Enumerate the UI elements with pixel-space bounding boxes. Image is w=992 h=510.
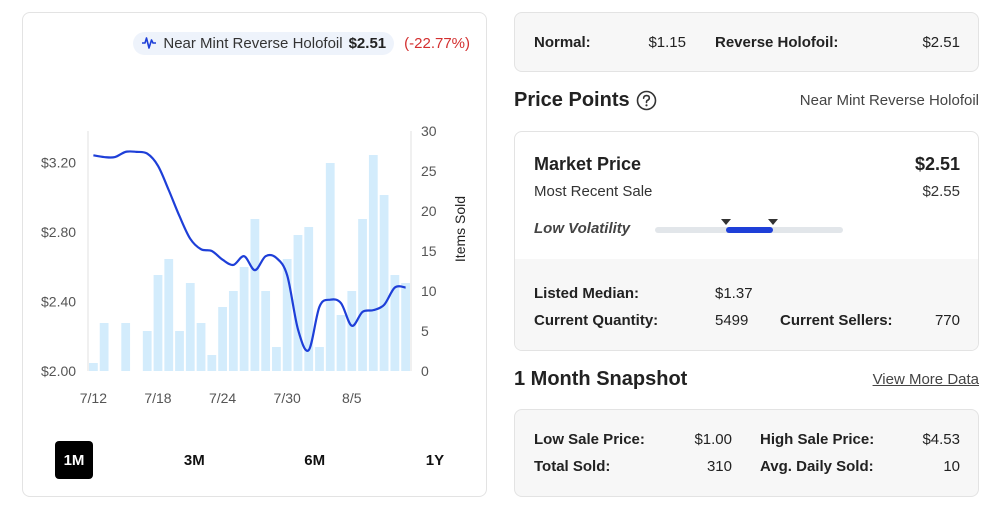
items-sold-bar: [89, 363, 98, 371]
legend-change: (-22.77%): [404, 34, 470, 52]
volatility-marker-high: [768, 219, 779, 225]
current-sellers-value: 770: [934, 312, 960, 329]
current-sellers-label: Current Sellers:: [780, 312, 893, 329]
normal-price-value: $1.15: [648, 34, 686, 51]
items-sold-bar: [239, 267, 249, 371]
volatility-label: Low Volatility: [534, 220, 631, 237]
printing-prices-card: Normal: $1.15 Reverse Holofoil: $2.51: [514, 12, 979, 72]
items-sold-bar: [121, 323, 131, 371]
recent-sale-label: Most Recent Sale: [534, 183, 653, 200]
y-right-tick-label: 20: [421, 203, 437, 219]
snapshot-title: 1 Month Snapshot: [514, 368, 688, 390]
range-1m-button[interactable]: 1M: [55, 441, 93, 479]
items-sold-bar: [261, 291, 271, 371]
price-points-condition: Near Mint Reverse Holofoil: [799, 92, 979, 109]
items-sold-bar: [293, 235, 303, 371]
high-sale-price-label: High Sale Price:: [760, 431, 875, 448]
items-sold-bar: [390, 275, 400, 371]
items-sold-bar: [218, 307, 227, 371]
items-sold-bar: [325, 163, 335, 371]
y-right-axis-label: Items Sold: [452, 196, 468, 262]
question-circle-icon[interactable]: [636, 90, 657, 111]
items-sold-bar: [185, 283, 195, 371]
total-sold-value: 310: [706, 458, 732, 475]
chart-legend: Near Mint Reverse Holofoil $2.51 (-22.77…: [133, 30, 470, 56]
listed-median-label: Listed Median:: [534, 285, 640, 302]
y-left-tick-label: $2.40: [41, 293, 76, 309]
y-right-tick-label: 0: [421, 363, 429, 379]
items-sold-bar: [347, 291, 357, 371]
items-sold-bar: [250, 219, 260, 371]
price-history-chart: $3.20 $2.80 $2.40 $2.00 30 25 20 15 10 5 0 Items So…: [41, 123, 468, 406]
price-points-title: Price Points: [514, 89, 630, 111]
range-1y-button[interactable]: 1Y: [425, 451, 445, 469]
x-tick-label: 7/24: [209, 390, 236, 406]
recent-sale-value: $2.55: [922, 183, 960, 200]
items-sold-bar: [153, 275, 163, 371]
items-sold-bar: [282, 259, 292, 371]
reverse-price-label: Reverse Holofoil:: [715, 34, 839, 51]
items-sold-bar: [358, 219, 367, 371]
range-3m-button[interactable]: 3M: [183, 451, 205, 469]
reverse-price-value: $2.51: [922, 34, 960, 51]
normal-price-label: Normal:: [534, 34, 591, 51]
line-chart-icon: [142, 37, 157, 49]
items-sold-bar: [304, 227, 314, 371]
x-tick-label: 7/18: [144, 390, 171, 406]
items-sold-bar: [368, 155, 378, 371]
x-tick-label: 7/30: [274, 390, 301, 406]
volatility-meter-fill: [726, 227, 774, 233]
items-sold-bar: [207, 355, 217, 371]
avg-daily-sold-value: 10: [943, 458, 960, 475]
y-left-tick-label: $2.80: [41, 224, 76, 240]
items-sold-bar: [142, 331, 152, 371]
x-tick-label: 8/5: [342, 390, 362, 406]
items-sold-bar: [196, 323, 206, 371]
avg-daily-sold-label: Avg. Daily Sold:: [760, 458, 874, 475]
items-sold-bar: [379, 195, 389, 371]
range-6m-button[interactable]: 6M: [304, 451, 326, 469]
items-sold-bar: [99, 323, 109, 371]
snapshot-card: Low Sale Price: $1.00 High Sale Price: $…: [514, 409, 979, 497]
items-sold-bar: [315, 347, 324, 371]
y-right-tick-label: 5: [421, 323, 429, 339]
y-right-tick-label: 15: [421, 243, 437, 259]
items-sold-bar: [228, 291, 238, 371]
items-sold-bar: [175, 331, 184, 371]
volatility-meter: [655, 219, 843, 233]
items-sold-bar: [336, 315, 346, 371]
y-right-tick-label: 25: [421, 163, 437, 179]
legend-price: $2.51: [348, 34, 387, 52]
market-price-line: [93, 150, 406, 352]
items-sold-bar: [164, 259, 174, 371]
market-price-value: $2.51: [914, 154, 960, 174]
current-quantity-value: 5499: [715, 312, 749, 329]
market-price-label: Market Price: [534, 154, 642, 174]
view-more-data-link[interactable]: View More Data: [872, 371, 979, 388]
items-sold-bar: [272, 347, 281, 371]
low-sale-price-value: $1.00: [694, 431, 732, 448]
x-tick-label: 7/12: [80, 390, 107, 406]
y-right-tick-label: 10: [421, 283, 437, 299]
price-points-card: Market Price $2.51 Most Recent Sale $2.5…: [514, 131, 979, 351]
y-right-tick-label: 30: [421, 123, 437, 139]
low-sale-price-label: Low Sale Price:: [534, 431, 645, 448]
current-quantity-label: Current Quantity:: [534, 312, 659, 329]
range-selector: 1M 3M 6M 1Y: [55, 441, 454, 479]
high-sale-price-value: $4.53: [922, 431, 960, 448]
y-left-tick-label: $2.00: [41, 363, 76, 379]
listing-stats: Listed Median: $1.37 Current Quantity: 5…: [515, 259, 978, 350]
price-history-card: $3.20 $2.80 $2.40 $2.00 30 25 20 15 10 5 0 Items So…: [22, 12, 487, 497]
y-left-tick-label: $3.20: [41, 154, 76, 170]
legend-series-name: Near Mint Reverse Holofoil: [163, 34, 343, 52]
total-sold-label: Total Sold:: [534, 458, 611, 475]
items-sold-bar: [401, 283, 410, 371]
listed-median-value: $1.37: [715, 285, 753, 302]
volatility-marker-low: [721, 219, 732, 225]
